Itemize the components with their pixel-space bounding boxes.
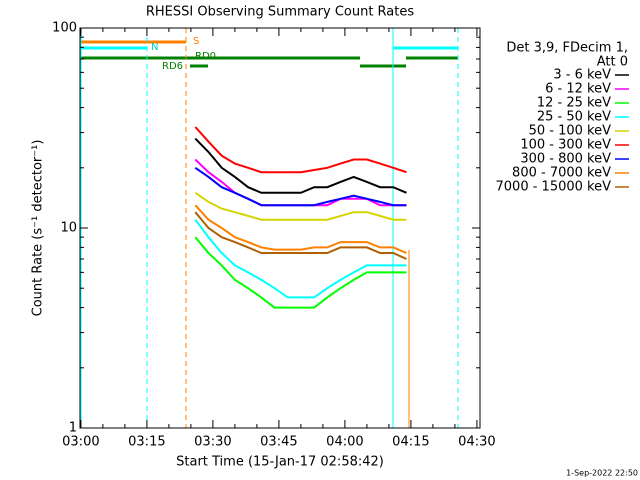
legend-label: 300 - 800 keV [520, 152, 611, 167]
series-line [194, 204, 407, 254]
legend-label: 12 - 25 keV [537, 96, 611, 111]
annotation: N [151, 42, 158, 53]
legend-label: 6 - 12 keV [545, 82, 611, 97]
legend-label: 800 - 7000 keV [512, 166, 611, 181]
series-line [194, 236, 407, 309]
y-tick-label: 10 [60, 221, 77, 236]
series-line [194, 219, 407, 299]
x-tick-label: 04:30 [458, 435, 495, 450]
series-line [194, 211, 407, 260]
legend-header: Det 3,9, FDecim 1, [506, 41, 628, 56]
footer: 1-Sep-2022 22:50 [566, 469, 638, 478]
annotation: RD0 [195, 51, 216, 62]
annotation: S [193, 36, 199, 47]
annotation: RD6 [162, 61, 183, 72]
series-line [194, 137, 407, 194]
series-line [194, 126, 407, 174]
x-tick-label: 03:00 [62, 435, 99, 450]
y-axis-label: Count Rate (s⁻¹ detector⁻¹) [31, 140, 46, 317]
x-tick-label: 04:00 [326, 435, 363, 450]
y-tick-label: 1 [69, 421, 77, 436]
x-tick-label: 04:15 [392, 435, 429, 450]
legend-label: 7000 - 15000 keV [496, 180, 612, 195]
chart-title: RHESSI Observing Summary Count Rates [146, 5, 415, 20]
instrument-state: S N RD0 RD6 [80, 28, 459, 428]
series-line [194, 191, 407, 221]
legend-header: Att 0 [597, 55, 628, 70]
legend-label: 3 - 6 keV [553, 68, 611, 83]
x-tick-label: 03:45 [260, 435, 297, 450]
y-tick-label: 100 [52, 21, 77, 36]
legend-label: 100 - 300 keV [520, 138, 611, 153]
legend-label: 50 - 100 keV [529, 124, 612, 139]
x-axis-label: Start Time (15-Jan-17 02:58:42) [176, 455, 384, 470]
series-line [194, 166, 407, 207]
x-tick-label: 03:30 [194, 435, 231, 450]
x-tick-label: 03:15 [128, 435, 165, 450]
legend-label: 25 - 50 keV [537, 110, 611, 125]
